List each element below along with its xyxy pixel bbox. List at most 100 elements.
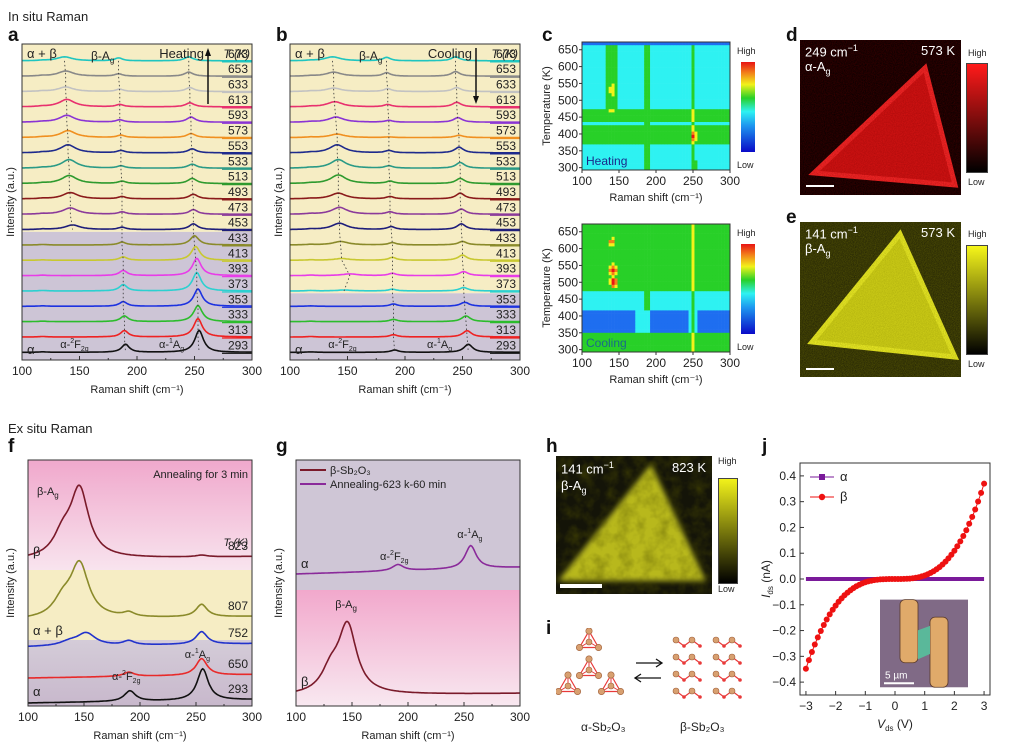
heatmap-cell — [703, 125, 707, 129]
heatmap-cell — [626, 265, 630, 270]
heatmap-cell — [715, 236, 719, 241]
heatmap-cell — [676, 106, 680, 110]
heatmap-cell — [676, 313, 680, 318]
heatmap-cell — [617, 348, 621, 353]
heatmap-cell — [712, 77, 716, 81]
heatmap-cell — [661, 102, 666, 107]
heatmap-cell — [647, 74, 651, 78]
heatmap-cell — [658, 339, 663, 343]
heatmap-cell — [638, 54, 642, 59]
heatmap-cell — [709, 42, 713, 46]
heatmap-cell — [653, 125, 657, 129]
heatmap-cell — [641, 268, 645, 273]
heatmap-cell — [691, 233, 695, 238]
heatmap-cell — [617, 345, 621, 350]
heatmap-cell — [602, 48, 606, 52]
heatmap-cell — [679, 160, 683, 164]
heatmap-cell — [644, 109, 648, 113]
heatmap-cell — [679, 134, 683, 139]
heatmap-cell — [608, 278, 612, 282]
heatmap-cell — [584, 128, 589, 132]
heatmap-cell — [608, 83, 612, 88]
heatmap-cell — [635, 323, 639, 327]
heatmap-cell — [700, 332, 704, 337]
heatmap-cell — [721, 240, 725, 244]
heatmap-cell — [593, 154, 598, 158]
heatmap-cell — [644, 106, 648, 110]
heatmap-cell — [650, 122, 654, 126]
heatmap-cell — [599, 243, 604, 247]
heatmap-cell — [685, 326, 689, 330]
heatmap-cell — [697, 61, 701, 65]
heatmap-cell — [667, 249, 672, 254]
heatmap-cell — [593, 138, 598, 142]
heatmap-cell — [593, 291, 598, 295]
heatmap-cell — [694, 109, 698, 113]
heatmap-cell — [641, 256, 645, 260]
heatmap-cell — [644, 86, 648, 91]
heatmap-cell — [626, 297, 630, 302]
beta-data-point — [951, 547, 958, 554]
heatmap-cell — [599, 336, 604, 340]
heatmap-cell — [688, 233, 692, 238]
heatmap-cell — [691, 262, 695, 266]
heatmap-cell — [685, 138, 689, 142]
heatmap-cell — [712, 102, 716, 107]
heatmap-cell — [688, 297, 692, 302]
heatmap-cell — [620, 48, 624, 52]
heatmap-cell — [715, 227, 719, 231]
heatmap-cell — [682, 150, 686, 155]
heatmap-cell — [635, 233, 639, 238]
heatmap-cell — [700, 329, 704, 334]
heatmap-cell — [635, 90, 639, 94]
heatmap-cell — [638, 45, 642, 49]
heatmap-cell — [611, 256, 615, 260]
heatmap-cell — [664, 233, 669, 238]
heatmap-cell — [608, 256, 612, 260]
heatmap-cell — [632, 163, 636, 168]
heatmap-cell — [647, 275, 651, 279]
heatmap-cell — [712, 115, 716, 120]
heatmap-cell — [617, 80, 621, 84]
heatmap-cell — [632, 90, 636, 94]
heatmap-cell — [709, 316, 713, 321]
heatmap-cell — [661, 288, 666, 292]
heatmap-cell — [596, 339, 601, 343]
heatmap-cell — [691, 291, 695, 295]
heatmap-cell — [641, 54, 645, 59]
mode-label: Cooling — [586, 336, 627, 350]
heatmap-cell — [727, 297, 731, 302]
heatmap-cell — [664, 80, 669, 84]
heatmap-cell — [688, 138, 692, 142]
heatmap-cell — [712, 166, 716, 171]
heatmap-cell — [650, 118, 654, 123]
heatmap-cell — [679, 272, 683, 276]
heatmap-cell — [620, 297, 624, 302]
heatmap-cell — [638, 80, 642, 84]
heatmap-cell — [593, 134, 598, 139]
heatmap-cell — [626, 112, 630, 116]
heatmap-cell — [712, 278, 716, 282]
heatmap-cell — [617, 106, 621, 110]
heatmap-cell — [721, 233, 725, 238]
heatmap-cell — [685, 307, 689, 311]
heatmap-cell — [715, 256, 719, 260]
heatmap-cell — [667, 265, 672, 270]
heatmap-cell — [590, 339, 595, 343]
heatmap-cell — [685, 304, 689, 308]
heatmap-cell — [694, 48, 698, 52]
heatmap-cell — [700, 236, 704, 241]
heatmap-cell — [632, 83, 636, 88]
heatmap-cell — [593, 160, 598, 164]
heatmap-cell — [614, 268, 618, 273]
heatmap-cell — [650, 326, 654, 330]
heatmap-cell — [653, 249, 657, 254]
heatmap-cell — [635, 230, 639, 234]
heatmap-cell — [623, 96, 627, 100]
heatmap-cell — [724, 48, 728, 52]
heatmap-cell — [676, 144, 680, 148]
heatmap-cell — [653, 61, 657, 65]
heatmap-cell — [688, 99, 692, 104]
heatmap-cell — [718, 45, 722, 49]
heatmap-cell — [635, 106, 639, 110]
